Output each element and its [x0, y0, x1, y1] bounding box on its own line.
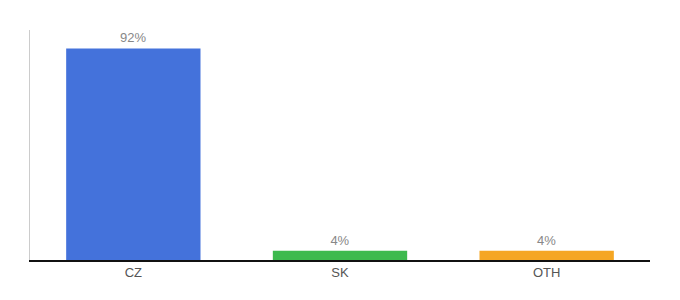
svg-text:4%: 4% — [537, 233, 556, 248]
svg-text:CZ: CZ — [125, 265, 142, 280]
svg-text:OTH: OTH — [533, 265, 560, 280]
svg-text:SK: SK — [331, 265, 349, 280]
svg-text:4%: 4% — [330, 233, 349, 248]
svg-text:92%: 92% — [120, 30, 146, 45]
